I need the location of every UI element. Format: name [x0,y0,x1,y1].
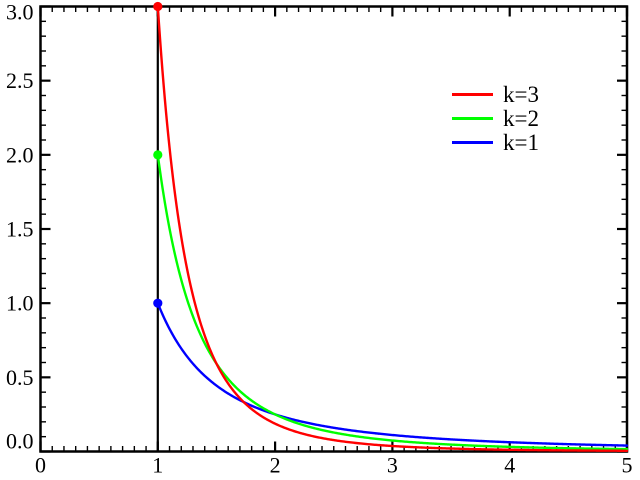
x-tick-label: 3 [387,453,398,478]
y-tick-label: 2.5 [6,68,34,93]
axis-ticks [39,5,629,453]
y-tick-label: 0.0 [6,429,34,454]
legend-item-k3: k=3 [452,83,539,107]
legend-label-k1: k=1 [503,129,539,155]
legend-label-k3: k=3 [503,82,539,108]
x-tick-label: 1 [152,453,163,478]
series-line-k2 [156,153,629,451]
series-marker-k1 [153,298,163,308]
x-tick-label: 5 [622,453,633,478]
series-line-k1 [156,301,629,447]
legend-item-k1: k=1 [452,130,539,154]
x-tick-label: 4 [504,453,515,478]
series-marker-k2 [153,150,163,160]
legend-swatch-k3 [452,93,493,97]
y-tick-label: 3.0 [6,0,34,25]
x-tick-label: 0 [35,453,46,478]
legend-swatch-k2 [452,117,493,121]
tick-labels: 0 1 2 3 4 5 0.0 0.5 1.0 1.5 2.0 2.5 3.0 [6,0,633,478]
y-tick-label: 0.5 [6,365,34,390]
series-line-k3 [156,5,629,452]
legend-swatch-k1 [452,140,493,144]
series-marker-k3 [153,1,163,12]
plot-border [39,5,629,453]
y-tick-label: 1.0 [6,291,34,316]
legend-label-k2: k=2 [503,106,539,132]
y-tick-label: 1.5 [6,217,34,242]
x-tick-label: 2 [270,453,281,478]
y-tick-label: 2.0 [6,142,34,167]
legend-item-k2: k=2 [452,107,539,131]
legend: k=3 k=2 k=1 [452,83,539,154]
